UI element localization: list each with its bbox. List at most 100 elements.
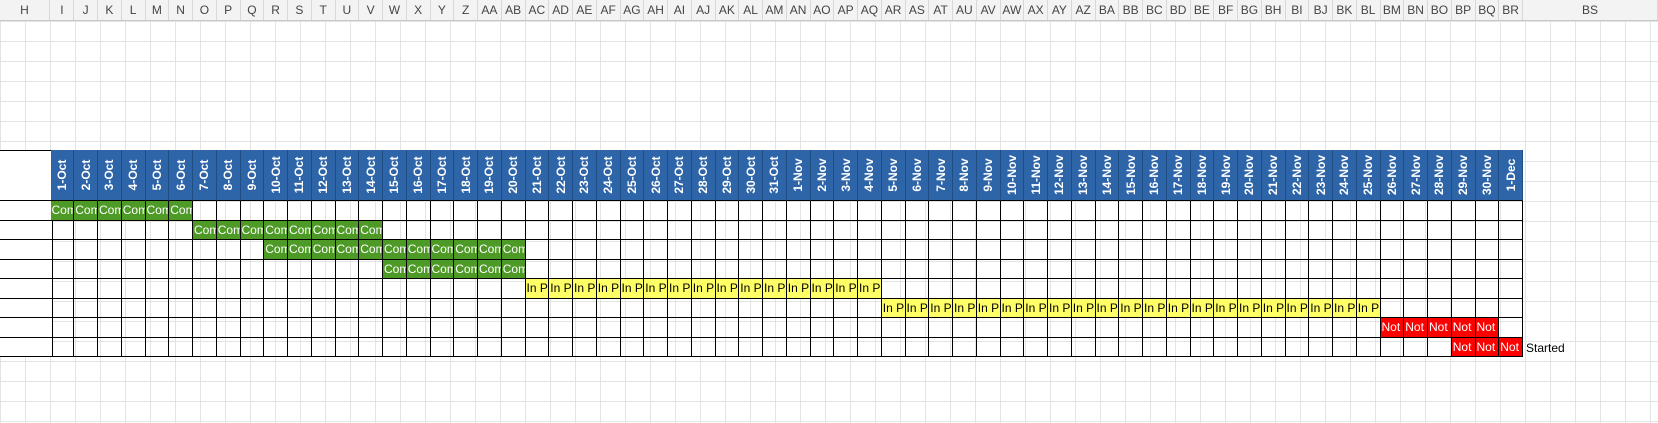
empty-cell[interactable] (288, 337, 312, 357)
status-cell[interactable]: In P (905, 298, 930, 318)
column-header-aa[interactable]: AA (478, 0, 502, 20)
empty-cell[interactable] (383, 220, 407, 240)
column-header-as[interactable]: AS (906, 0, 930, 20)
column-header-bj[interactable]: BJ (1309, 0, 1333, 20)
empty-cell[interactable] (644, 337, 668, 357)
empty-cell[interactable] (905, 201, 930, 221)
status-cell[interactable]: In P (739, 279, 763, 299)
empty-cell[interactable] (74, 240, 98, 260)
date-header-cell[interactable]: 17-Nov (1166, 150, 1191, 201)
empty-cell[interactable] (1238, 337, 1262, 357)
empty-cell[interactable] (596, 259, 621, 279)
column-header-u[interactable]: U (336, 0, 360, 20)
status-cell[interactable]: In P (1143, 298, 1167, 318)
date-header-cell[interactable]: 19-Nov (1214, 150, 1238, 201)
empty-cell[interactable] (50, 220, 75, 240)
empty-cell[interactable] (834, 318, 858, 338)
column-header-bb[interactable]: BB (1119, 0, 1143, 20)
empty-cell[interactable] (1404, 298, 1428, 318)
status-cell[interactable]: Com (383, 259, 407, 279)
status-cell[interactable]: In P (596, 279, 621, 299)
status-cell[interactable]: Com (50, 201, 75, 221)
empty-cell[interactable] (145, 259, 170, 279)
status-cell[interactable]: In P (881, 298, 906, 318)
status-cell[interactable]: Com (288, 240, 312, 260)
status-cell[interactable]: Com (383, 240, 407, 260)
empty-cell[interactable] (311, 298, 336, 318)
column-header-r[interactable]: R (264, 0, 288, 20)
empty-cell[interactable] (668, 240, 692, 260)
empty-cell[interactable] (1166, 201, 1191, 221)
empty-cell[interactable] (905, 240, 930, 260)
empty-cell[interactable] (1238, 279, 1262, 299)
empty-cell[interactable] (216, 201, 241, 221)
empty-cell[interactable] (1428, 337, 1452, 357)
date-header-cell[interactable]: 18-Oct (454, 150, 478, 201)
empty-cell[interactable] (1475, 240, 1500, 260)
empty-cell[interactable] (454, 298, 478, 318)
date-header-cell[interactable]: 20-Nov (1238, 150, 1262, 201)
empty-cell[interactable] (1190, 337, 1215, 357)
column-header-aj[interactable]: AJ (692, 0, 716, 20)
empty-cell[interactable] (573, 337, 597, 357)
empty-cell[interactable] (1190, 201, 1215, 221)
empty-cell[interactable] (1475, 259, 1500, 279)
empty-cell[interactable] (1048, 240, 1072, 260)
column-header-o[interactable]: O (193, 0, 217, 20)
empty-cell[interactable] (1451, 240, 1476, 260)
empty-cell[interactable] (98, 279, 122, 299)
empty-cell[interactable] (739, 220, 763, 240)
empty-cell[interactable] (501, 298, 526, 318)
empty-cell[interactable] (311, 201, 336, 221)
column-header-br[interactable]: BR (1499, 0, 1523, 20)
empty-cell[interactable] (715, 318, 740, 338)
empty-cell[interactable] (739, 298, 763, 318)
empty-cell[interactable] (525, 220, 550, 240)
empty-cell[interactable] (311, 337, 336, 357)
empty-cell[interactable] (1333, 337, 1357, 357)
empty-cell[interactable] (193, 201, 217, 221)
column-header-j[interactable]: J (74, 0, 98, 20)
empty-cell[interactable] (240, 279, 265, 299)
date-header-cell[interactable]: 10-Oct (264, 150, 288, 201)
empty-cell[interactable] (145, 298, 170, 318)
empty-cell[interactable] (668, 318, 692, 338)
status-cell[interactable]: Com (121, 201, 146, 221)
empty-cell[interactable] (478, 201, 502, 221)
date-header-cell[interactable]: 6-Nov (905, 150, 930, 201)
empty-cell[interactable] (905, 279, 930, 299)
status-cell[interactable]: In P (1285, 298, 1310, 318)
column-header-bm[interactable]: BM (1381, 0, 1405, 20)
empty-cell[interactable] (1404, 240, 1428, 260)
empty-cell[interactable] (1238, 220, 1262, 240)
column-header-bi[interactable]: BI (1286, 0, 1310, 20)
empty-cell[interactable] (929, 220, 953, 240)
empty-cell[interactable] (1356, 337, 1381, 357)
empty-cell[interactable] (454, 337, 478, 357)
task-row-label[interactable] (0, 220, 53, 240)
date-header-cell[interactable]: 5-Oct (145, 150, 170, 201)
empty-cell[interactable] (1428, 279, 1452, 299)
empty-cell[interactable] (1499, 220, 1523, 240)
empty-cell[interactable] (715, 201, 740, 221)
empty-cell[interactable] (501, 337, 526, 357)
status-cell[interactable]: Com (359, 220, 383, 240)
empty-cell[interactable] (1143, 240, 1167, 260)
task-row-label[interactable] (0, 201, 53, 221)
empty-cell[interactable] (335, 201, 360, 221)
empty-cell[interactable] (691, 259, 716, 279)
empty-cell[interactable] (691, 220, 716, 240)
empty-cell[interactable] (549, 298, 573, 318)
date-header-cell[interactable]: 8-Oct (216, 150, 241, 201)
empty-cell[interactable] (881, 220, 906, 240)
status-cell[interactable]: Com (430, 259, 455, 279)
empty-cell[interactable] (145, 337, 170, 357)
status-cell[interactable]: In P (810, 279, 835, 299)
empty-cell[interactable] (691, 337, 716, 357)
empty-cell[interactable] (1499, 298, 1523, 318)
empty-cell[interactable] (1380, 220, 1405, 240)
empty-cell[interactable] (834, 337, 858, 357)
empty-cell[interactable] (478, 337, 502, 357)
status-cell[interactable]: Not (1475, 337, 1500, 357)
empty-cell[interactable] (525, 240, 550, 260)
